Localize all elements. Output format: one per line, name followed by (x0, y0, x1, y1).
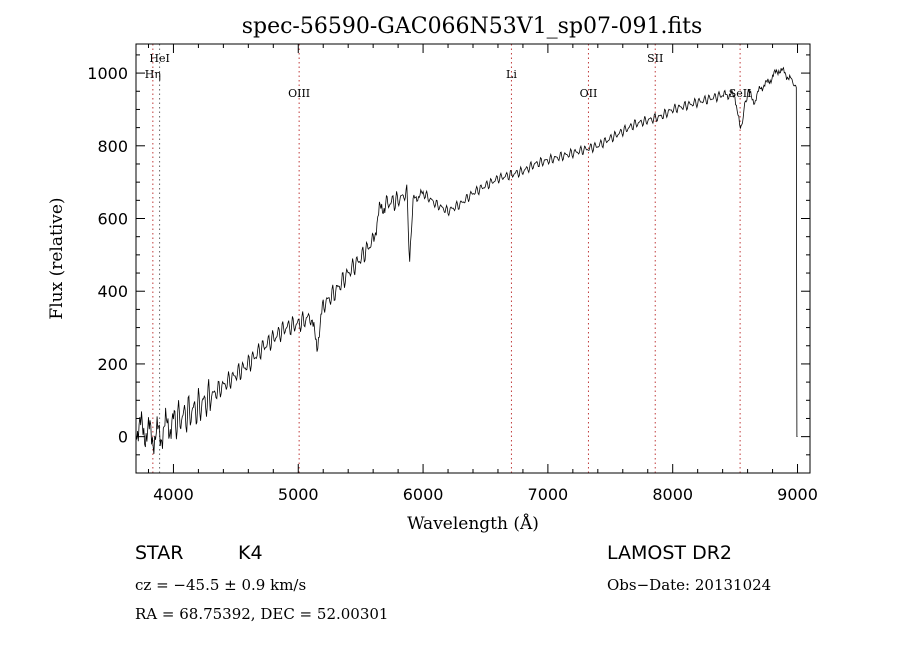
x-tick-label-0: 4000 (153, 485, 194, 504)
x-tick-label-3: 7000 (528, 485, 569, 504)
y-tick-label-4: 800 (97, 137, 128, 156)
line-marker-label-5: SII (647, 52, 663, 65)
spectrum-series-line (135, 66, 798, 454)
y-tick-label-1: 200 (97, 355, 128, 374)
y-tick-label-0: 0 (118, 428, 128, 447)
x-axis-label: Wavelength (Å) (407, 513, 539, 534)
y-tick-label-2: 400 (97, 282, 128, 301)
object-class-label: STAR (135, 542, 184, 564)
subclass-label: K4 (238, 542, 263, 564)
line-marker-layer: HeI Hη OIII Li OII SII SeII (145, 44, 752, 473)
y-tick-label-5: 1000 (87, 64, 128, 83)
x-tick-label-1: 5000 (278, 485, 319, 504)
obs-date-text: Obs−Date: 20131024 (607, 576, 772, 594)
x-tick-label-4: 8000 (652, 485, 693, 504)
survey-label: LAMOST DR2 (607, 542, 732, 564)
line-marker-label-1: Hη (145, 68, 161, 81)
x-tick-label-2: 6000 (403, 485, 444, 504)
y-tick-label-3: 600 (97, 210, 128, 229)
line-marker-label-6: SeII (729, 87, 752, 100)
series-layer (135, 66, 798, 454)
chart-title: spec-56590-GAC066N53V1_sp07-091.fits (242, 14, 703, 39)
coordinates-text: RA = 68.75392, DEC = 52.00301 (135, 605, 389, 623)
y-axis-label: Flux (relative) (47, 197, 67, 319)
line-marker-label-2: OIII (288, 87, 310, 100)
line-marker-label-3: Li (506, 68, 517, 81)
tick-layer: 4000 5000 6000 7000 8000 9000 0 200 400 600 800 100… (87, 44, 818, 504)
x-tick-label-5: 9000 (777, 485, 818, 504)
plot-frame (135, 43, 811, 474)
line-marker-label-0: HeI (149, 52, 169, 65)
line-marker-label-4: OII (580, 87, 598, 100)
redshift-text: cz = −45.5 ± 0.9 km/s (135, 576, 307, 594)
